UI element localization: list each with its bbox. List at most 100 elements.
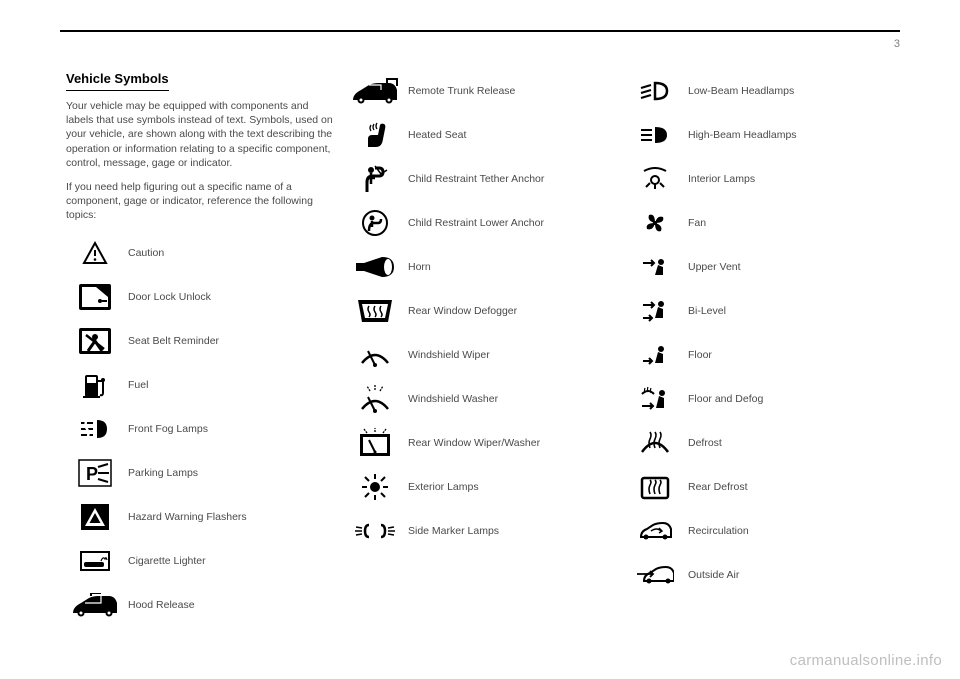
symbol-row: Interior Lamps [626,158,894,200]
symbol-row: Fuel [66,364,334,406]
column-3: Low-Beam Headlamps High-Beam Headlamps I… [620,70,900,628]
symbol-row: Cigarette Lighter [66,540,334,582]
symbol-label: Cigarette Lighter [124,555,206,568]
symbol-label: Interior Lamps [684,173,755,186]
child-tether-icon [346,164,404,194]
section-title: Vehicle Symbols [66,71,169,91]
column-1: Vehicle Symbols Your vehicle may be equi… [60,70,340,628]
symbol-row: Remote Trunk Release [346,70,614,112]
fan-icon [626,211,684,235]
intro-text-1: Your vehicle may be equipped with compon… [66,99,334,170]
symbol-label: Fuel [124,379,148,392]
symbol-label: Defrost [684,437,722,450]
symbol-row: Rear Defrost [626,466,894,508]
symbol-label: Bi-Level [684,305,726,318]
symbol-label: Floor and Defog [684,393,763,406]
lighter-icon [66,550,124,572]
symbol-row: Door Lock Unlock [66,276,334,318]
rear-wiper-icon [346,428,404,458]
symbol-label: Low-Beam Headlamps [684,85,794,98]
seatbelt-icon [66,327,124,355]
washer-icon [346,385,404,413]
symbol-label: Child Restraint Lower Anchor [404,217,544,230]
symbol-label: Outside Air [684,569,739,582]
symbol-label: Caution [124,247,164,260]
column-2: Remote Trunk Release Heated Seat Child R… [340,70,620,628]
symbol-row: Hazard Warning Flashers [66,496,334,538]
symbol-row: Outside Air [626,554,894,596]
symbol-row: Child Restraint Lower Anchor [346,202,614,244]
defrost-icon [626,430,684,456]
symbol-label: Upper Vent [684,261,741,274]
symbol-label: Rear Window Defogger [404,305,517,318]
intro-text-2: If you need help figuring out a specific… [66,180,334,223]
symbol-label: Exterior Lamps [404,481,479,494]
symbol-row: Windshield Wiper [346,334,614,376]
watermark: carmanualsonline.info [790,652,942,669]
symbol-label: Horn [404,261,431,274]
symbol-row: Heated Seat [346,114,614,156]
symbol-row: Floor and Defog [626,378,894,420]
park-lamps-icon: P [66,459,124,487]
symbol-row: Front Fog Lamps [66,408,334,450]
content-columns: Vehicle Symbols Your vehicle may be equi… [60,70,900,628]
symbol-label: Hood Release [124,599,195,612]
symbol-label: Heated Seat [404,129,466,142]
symbol-label: Rear Window Wiper/Washer [404,437,540,450]
front-fog-icon [66,416,124,442]
symbol-label: Child Restraint Tether Anchor [404,173,544,186]
top-rule [60,30,900,32]
symbol-label: Floor [684,349,712,362]
page: 3 Vehicle Symbols Your vehicle may be eq… [0,0,960,679]
symbol-row: Rear Window Defogger [346,290,614,332]
symbol-label: Hazard Warning Flashers [124,511,247,524]
symbol-row: Horn [346,246,614,288]
horn-icon [346,255,404,279]
trunk-release-icon [346,78,404,104]
symbol-label: Recirculation [684,525,749,538]
rear-defrost-icon [626,474,684,500]
vent-floor-icon [626,343,684,367]
symbol-row: Floor [626,334,894,376]
symbol-row: High-Beam Headlamps [626,114,894,156]
lamps-icon [346,472,404,502]
vent-defog-floor-icon [626,386,684,412]
high-beam-icon [626,124,684,146]
vent-upper-icon [626,255,684,279]
symbol-row: Seat Belt Reminder [66,320,334,362]
hazard-icon [66,503,124,531]
symbol-row: Defrost [626,422,894,464]
symbol-label: Side Marker Lamps [404,525,499,538]
symbol-row: Low-Beam Headlamps [626,70,894,112]
outside-air-icon [626,565,684,585]
symbol-row: Rear Window Wiper/Washer [346,422,614,464]
symbol-label: Door Lock Unlock [124,291,211,304]
symbol-label: High-Beam Headlamps [684,129,797,142]
wiper-icon [346,343,404,367]
fuel-icon [66,371,124,399]
symbol-label: Rear Defrost [684,481,748,494]
page-number: 3 [60,38,900,50]
heated-seat-icon [346,121,404,149]
symbol-label: Seat Belt Reminder [124,335,219,348]
hood-release-icon [66,593,124,617]
symbol-row: Recirculation [626,510,894,552]
dome-lamp-icon [626,167,684,191]
child-latch-icon [346,209,404,237]
recirc-icon [626,521,684,541]
symbol-label: Remote Trunk Release [404,85,515,98]
symbol-row: P Parking Lamps [66,452,334,494]
symbol-row: Exterior Lamps [346,466,614,508]
low-beam-icon [626,80,684,102]
caution-icon [66,241,124,265]
door-lock-icon [66,283,124,311]
symbol-label: Windshield Wiper [404,349,490,362]
symbol-row: Upper Vent [626,246,894,288]
symbol-label: Fan [684,217,706,230]
symbol-row: Side Marker Lamps [346,510,614,552]
symbol-row: Caution [66,232,334,274]
symbol-row: Child Restraint Tether Anchor [346,158,614,200]
symbol-row: Bi-Level [626,290,894,332]
symbol-row: Fan [626,202,894,244]
side-marker-icon [346,522,404,540]
